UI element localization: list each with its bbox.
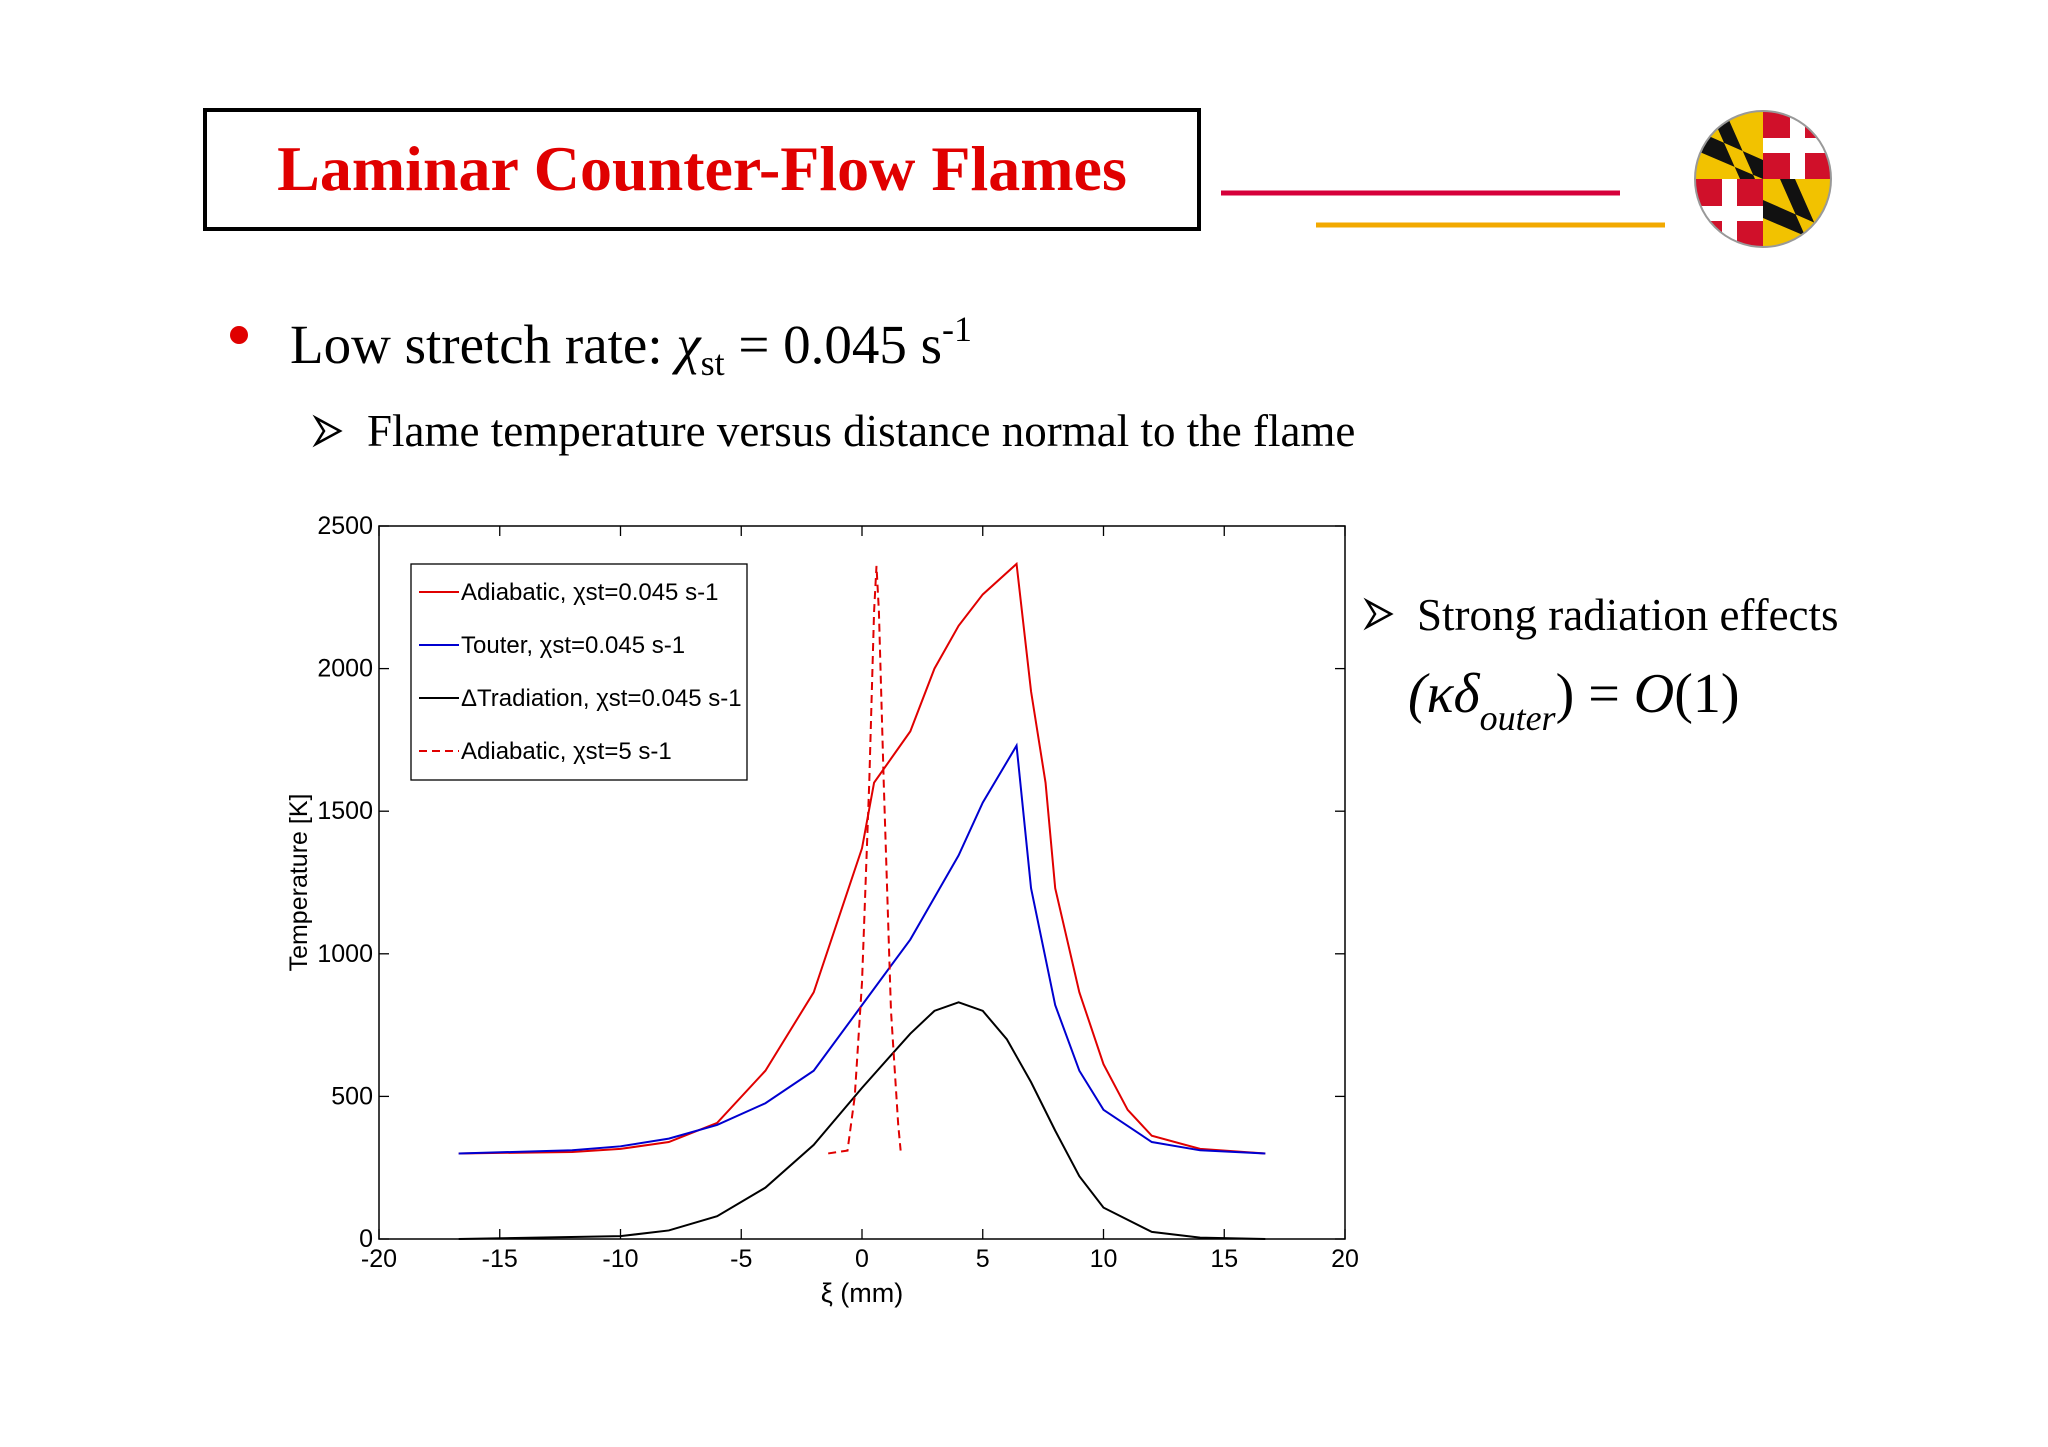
series-line [458,742,1266,1155]
x-tick-label: -10 [602,1245,638,1273]
legend-label: Adiabatic, χst=5 s-1 [461,738,672,765]
x-tick-label: 15 [1210,1245,1238,1273]
series-line [458,1001,1266,1240]
y-tick-label: 500 [331,1082,373,1110]
y-tick-label: 2500 [317,512,373,540]
sub-bullet-text: Flame temperature versus distance normal… [367,406,1355,456]
legend-box [410,563,748,781]
title-box [203,108,1201,231]
logo [1694,110,1832,248]
arrow-bullet [312,414,343,448]
legend-label: Adiabatic, χst=0.045 s-1 [461,579,718,606]
formula: (κδouter) = O(1) [1408,663,1740,738]
slide-title: Laminar Counter-Flow Flames [277,133,1127,204]
y-tick-label: 0 [359,1225,373,1253]
y-tick-label: 2000 [317,655,373,683]
y-tick-label: 1000 [317,940,373,968]
legend-label: Touter, χst=0.045 s-1 [461,632,685,659]
x-tick-label: 20 [1331,1245,1359,1273]
y-tick-label: 1500 [317,797,373,825]
x-tick-label: 5 [976,1245,990,1273]
arrow-bullet [1363,597,1394,631]
x-tick-label: 0 [855,1245,869,1273]
bullet-text: Low stretch rate: χst = 0.045 s-1 [290,309,972,383]
series-line [828,565,902,1155]
x-tick-label: 10 [1090,1245,1118,1273]
x-axis-label: ξ (mm) [821,1278,904,1308]
x-tick-label: -20 [361,1245,397,1273]
bullet-dot [230,326,248,344]
chart: -20 -15 -10 -5 0 5 10 15 20 0 500 1000 1500 2000 2500 ξ… [285,512,1359,1308]
x-tick-label: -5 [730,1245,752,1273]
legend-label: ΔTradiation, χst=0.045 s-1 [461,685,742,712]
x-tick-label: -15 [482,1245,518,1273]
y-axis-label: Temperature [K] [285,794,313,972]
side-bullet-text: Strong radiation effects [1417,590,1839,640]
